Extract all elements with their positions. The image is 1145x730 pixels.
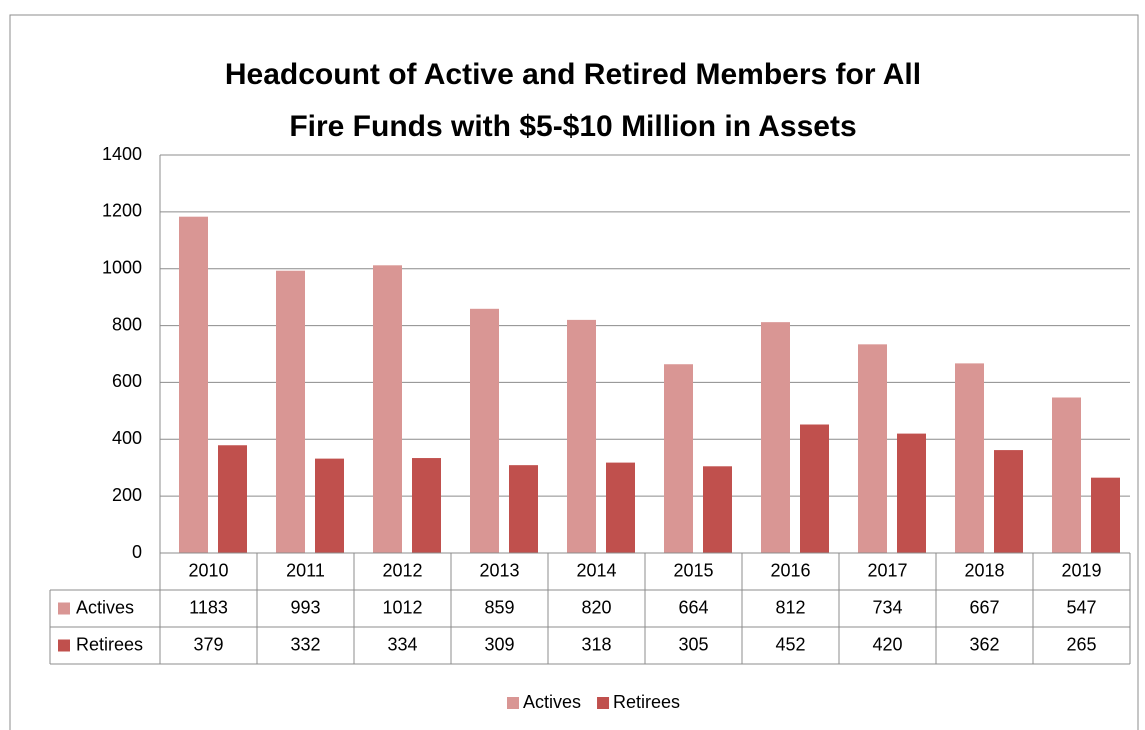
table-value: 305	[678, 634, 708, 654]
table-legend-key	[58, 639, 70, 652]
table-value: 547	[1066, 597, 1096, 617]
x-tick-label: 2018	[964, 560, 1004, 580]
y-tick-label: 600	[112, 371, 142, 391]
bar	[567, 319, 596, 553]
bar	[315, 458, 344, 553]
x-tick-label: 2014	[576, 560, 616, 580]
x-tick-label: 2017	[867, 560, 907, 580]
x-tick-label: 2019	[1061, 560, 1101, 580]
bar	[800, 424, 829, 553]
bar	[179, 216, 208, 553]
legend-key	[507, 697, 519, 709]
y-tick-label: 200	[112, 485, 142, 505]
table-value: 420	[872, 634, 902, 654]
table-value: 1012	[382, 597, 422, 617]
table-value: 859	[484, 597, 514, 617]
bar	[897, 433, 926, 553]
bar	[994, 450, 1023, 553]
y-tick-label: 1400	[102, 144, 142, 164]
table-value: 452	[775, 634, 805, 654]
legend-label: Actives	[523, 692, 581, 712]
bar	[606, 462, 635, 553]
bar	[509, 465, 538, 553]
bar	[664, 364, 693, 553]
legend-key	[597, 697, 610, 709]
bar	[373, 265, 402, 553]
bar	[412, 458, 441, 553]
bar	[1052, 397, 1081, 553]
bar	[955, 363, 984, 553]
table-value: 318	[581, 634, 611, 654]
x-tick-label: 2012	[382, 560, 422, 580]
table-value: 334	[387, 634, 417, 654]
y-tick-label: 1000	[102, 257, 142, 277]
bar	[761, 322, 790, 553]
bar	[703, 466, 732, 553]
bar	[470, 308, 499, 553]
bar	[276, 270, 305, 553]
legend-label: Retirees	[613, 692, 680, 712]
table-value: 667	[969, 597, 999, 617]
y-tick-label: 1200	[102, 201, 142, 221]
x-tick-label: 2010	[188, 560, 228, 580]
table-value: 332	[290, 634, 320, 654]
y-tick-label: 0	[132, 542, 142, 562]
table-value: 379	[193, 634, 223, 654]
y-tick-label: 800	[112, 314, 142, 334]
table-value: 362	[969, 634, 999, 654]
table-value: 820	[581, 597, 611, 617]
table-legend-key	[58, 602, 70, 615]
bar	[218, 445, 247, 553]
table-value: 734	[872, 597, 902, 617]
table-value: 664	[678, 597, 708, 617]
bar	[1091, 477, 1120, 553]
x-tick-label: 2013	[479, 560, 519, 580]
bar	[858, 344, 887, 553]
y-tick-label: 400	[112, 428, 142, 448]
chart-title: Headcount of Active and Retired Members …	[225, 58, 921, 91]
table-series-name: Retirees	[76, 634, 143, 654]
table-value: 993	[290, 597, 320, 617]
x-tick-label: 2011	[286, 560, 325, 580]
chart-title: Fire Funds with $5-$10 Million in Assets	[289, 110, 856, 143]
table-value: 1183	[189, 597, 228, 617]
x-tick-label: 2015	[673, 560, 713, 580]
x-tick-label: 2016	[770, 560, 810, 580]
table-series-name: Actives	[76, 597, 134, 617]
table-value: 812	[775, 597, 805, 617]
table-value: 309	[484, 634, 514, 654]
table-value: 265	[1066, 634, 1096, 654]
